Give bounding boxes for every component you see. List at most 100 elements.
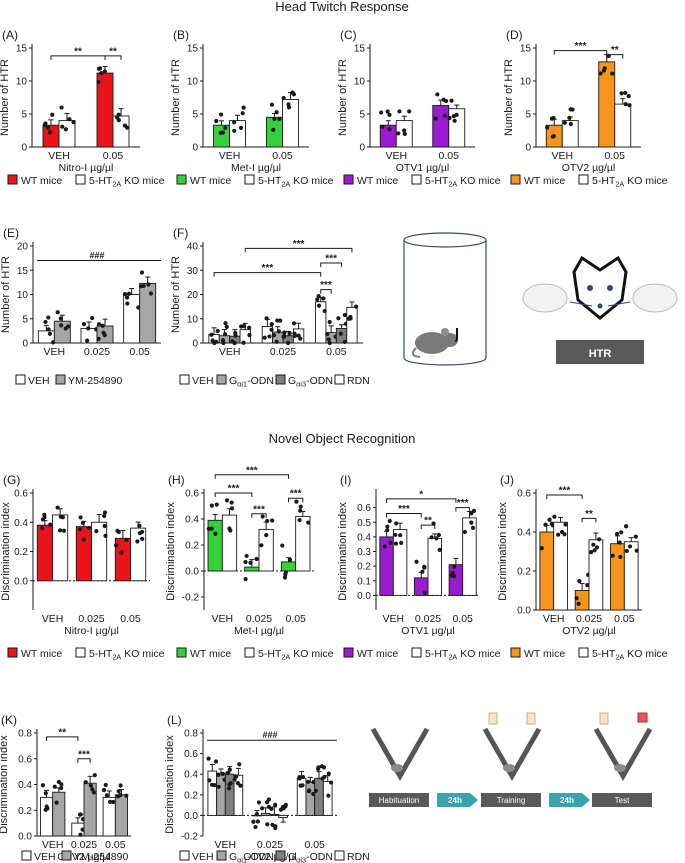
panel-label: (J) <box>500 473 514 487</box>
significance-bracket <box>320 262 343 267</box>
data-point <box>272 116 277 122</box>
data-point <box>614 531 620 536</box>
data-point <box>585 583 590 588</box>
significance-bracket <box>606 54 624 59</box>
legend-swatch <box>244 174 255 185</box>
data-point <box>58 786 64 791</box>
stage-label: Training <box>497 796 526 805</box>
data-point <box>552 514 557 519</box>
data-point <box>328 780 334 785</box>
data-point <box>223 125 228 131</box>
significance-label: *** <box>575 41 587 52</box>
x-tick-label: 0.025 <box>257 839 283 851</box>
y-tick-label: 20 <box>187 290 199 301</box>
data-point <box>102 513 107 519</box>
legend-label: WT mice <box>524 175 565 187</box>
bar <box>266 116 283 148</box>
bar <box>52 791 66 837</box>
legend-label: WT mice <box>21 175 62 187</box>
bar <box>448 564 464 596</box>
significance-label: ** <box>74 46 82 57</box>
data-point <box>238 783 243 788</box>
bar <box>269 813 280 816</box>
x-tick-label: 0.05 <box>285 613 306 625</box>
data-point <box>545 125 550 130</box>
data-point <box>385 524 390 529</box>
data-point <box>43 791 48 796</box>
bar <box>260 812 271 816</box>
legend-swatch <box>75 174 86 185</box>
y-tick-label: 0.0 <box>357 591 371 602</box>
data-point <box>382 544 387 549</box>
y-tick-label: 0.4 <box>185 515 199 526</box>
nor-stage: Habituation <box>369 727 430 807</box>
x-tick-label: VEH <box>219 346 241 358</box>
x-tick-label: VEH <box>42 839 64 851</box>
data-point <box>221 340 226 346</box>
data-point <box>40 783 46 788</box>
data-point <box>551 133 557 139</box>
legend-swatch <box>61 850 72 861</box>
y-tick-label: 0 <box>192 143 198 154</box>
y-tick-label: 0.6 <box>357 503 371 514</box>
data-point <box>431 521 436 526</box>
data-point <box>209 503 214 508</box>
data-point <box>422 590 427 595</box>
data-point <box>348 315 353 320</box>
y-tick-label: 0.5 <box>357 518 371 529</box>
data-point <box>254 556 259 562</box>
data-point <box>393 532 398 537</box>
y-tick-label: 0.6 <box>517 489 531 500</box>
panel-label: (B) <box>173 28 189 42</box>
data-point <box>223 321 228 326</box>
data-point <box>269 327 274 332</box>
data-point <box>291 92 297 97</box>
data-point <box>214 502 219 507</box>
data-point <box>316 303 322 308</box>
data-point <box>549 116 555 121</box>
data-point <box>591 542 596 547</box>
data-point <box>452 564 457 569</box>
data-point <box>443 98 449 104</box>
data-point <box>282 575 288 580</box>
data-point <box>214 118 219 124</box>
data-point <box>422 564 427 569</box>
data-point <box>45 125 50 130</box>
data-point <box>598 71 603 76</box>
data-point <box>103 533 108 538</box>
legend-label: Gαi1-ODN <box>229 851 274 863</box>
y-tick-label: 15 <box>17 266 29 277</box>
legend-wt-ko: WT mice 5-HT2A KO mice <box>176 174 334 189</box>
legend-label: WT mice <box>190 175 231 187</box>
data-point <box>55 505 60 510</box>
nor-procedure-illustration: Habituation Training Test 24h 24h <box>369 712 653 807</box>
data-point <box>241 324 247 329</box>
legend-label: VEH <box>34 851 56 863</box>
data-point <box>402 128 407 133</box>
data-point <box>256 800 262 805</box>
data-point <box>226 786 232 791</box>
y-tick-label: 0 <box>192 339 198 350</box>
data-point <box>282 330 287 335</box>
legend-swatch <box>244 647 255 658</box>
significance-label: *** <box>293 239 305 250</box>
bar <box>114 794 129 837</box>
legend-wt-ko: WT mice 5-HT2A KO mice <box>510 647 668 662</box>
bar <box>36 524 53 582</box>
data-point <box>313 788 319 793</box>
y-tick-label: 0.2 <box>357 562 371 573</box>
data-point <box>471 508 477 513</box>
x-axis-label: OTV2 µg/µl <box>562 162 616 174</box>
data-point <box>224 324 229 329</box>
legend-swatch <box>179 374 190 385</box>
bar <box>278 814 288 818</box>
y-tick-label: 10 <box>520 77 532 88</box>
data-point <box>327 319 332 325</box>
legend-label: 5-HT2A KO mice <box>592 648 668 662</box>
data-point <box>470 525 476 530</box>
data-point <box>247 325 252 330</box>
data-point <box>315 297 320 302</box>
data-point <box>627 544 633 549</box>
y-axis-label: Discrimination index <box>164 735 176 834</box>
